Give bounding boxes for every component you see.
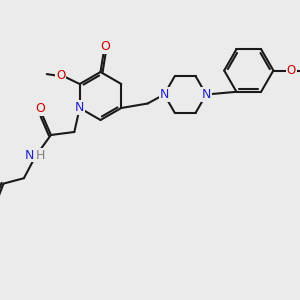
Text: H: H: [36, 148, 45, 162]
Text: N: N: [74, 101, 84, 114]
Text: N: N: [160, 88, 169, 101]
Text: O: O: [35, 102, 45, 116]
Text: O: O: [56, 69, 65, 82]
Text: O: O: [100, 40, 110, 53]
Text: N: N: [25, 148, 34, 162]
Text: O: O: [287, 64, 296, 77]
Text: N: N: [202, 88, 211, 101]
